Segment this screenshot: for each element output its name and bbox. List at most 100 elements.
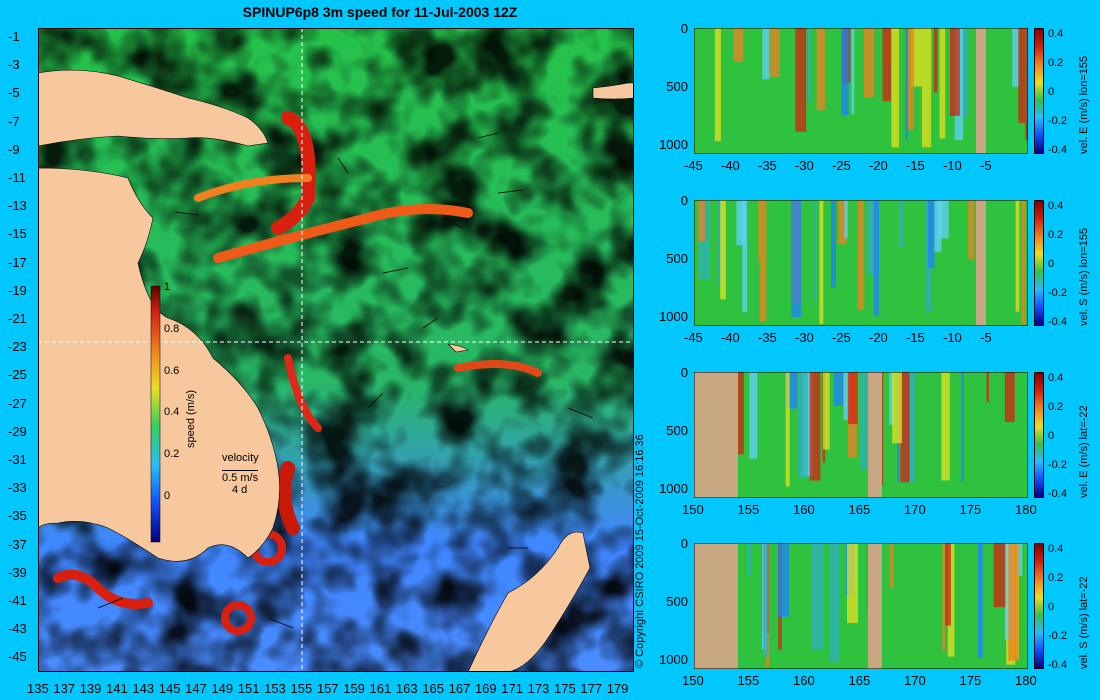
- velocity-stripe: [939, 28, 946, 139]
- panel-colorbar-tick: 0: [1048, 430, 1055, 442]
- velocity-stripe: [841, 28, 849, 116]
- panel-label: vel. S (m/s) lon=155: [1078, 227, 1090, 326]
- lon-tick-label: 179: [606, 681, 629, 696]
- section-x-tick-label: -10: [943, 158, 962, 173]
- section-x-tick-label: 165: [848, 673, 871, 688]
- land-mask: [976, 200, 986, 326]
- depth-tick-label: 1000: [659, 652, 688, 667]
- velocity-stripe: [749, 372, 758, 459]
- velocity-stripe: [759, 200, 767, 323]
- panel-colorbar-tick: -0.2: [1048, 630, 1067, 642]
- panel-colorbar-tick: 0: [1048, 601, 1055, 613]
- velocity-vectors: [97, 132, 594, 629]
- section-x-tick-label: -20: [869, 330, 888, 345]
- velocity-stripe: [945, 543, 951, 626]
- lon-tick-label: 173: [527, 681, 550, 696]
- depth-tick-label: 0: [680, 193, 688, 208]
- panel-colorbar: [1034, 200, 1044, 326]
- depth-tick-label: 1000: [659, 137, 688, 152]
- velocity-key-speed: 0.5 m/s: [222, 472, 259, 484]
- velocity-stripe: [747, 543, 751, 576]
- section-x-tick-label: -45: [684, 158, 703, 173]
- section-x-tick-label: -40: [721, 158, 740, 173]
- velocity-stripe: [873, 200, 879, 316]
- velocity-stripe: [791, 200, 802, 317]
- lat-tick-label: -31: [8, 452, 27, 467]
- section-x-tick-label: 165: [848, 502, 871, 517]
- lon-tick-label: 177: [580, 681, 603, 696]
- velocity-stripe: [949, 28, 960, 116]
- panel-colorbar: [1034, 372, 1044, 498]
- velocity-stripe: [819, 200, 824, 324]
- boundary-current: [53, 111, 542, 635]
- velocity-stripe: [795, 28, 807, 132]
- panel-label: vel. E (m/s) lon=155: [1078, 55, 1090, 154]
- velocity-stripe: [898, 200, 904, 248]
- depth-tick-label: 0: [680, 21, 688, 36]
- speed-colorbar-tick: 0.2: [164, 448, 180, 461]
- velocity-stripe: [961, 372, 964, 483]
- velocity-stripe: [857, 200, 865, 311]
- speed-map: [38, 28, 634, 672]
- panel-colorbar-tick: 0.4: [1048, 372, 1064, 384]
- depth-tick-label: 500: [666, 594, 688, 609]
- velocity-stripe: [814, 200, 817, 301]
- lat-tick-label: -21: [8, 311, 27, 326]
- speed-colorbar-tick: 0.8: [164, 322, 180, 335]
- panel-colorbar-tick: 0.2: [1048, 401, 1064, 413]
- lat-tick-label: -13: [8, 198, 27, 214]
- panel-colorbar-tick: -0.4: [1048, 488, 1067, 500]
- panel-colorbar-tick: -0.4: [1048, 659, 1067, 671]
- lon-tick-label: 137: [53, 681, 76, 696]
- panel-colorbar-tick: 0.4: [1048, 543, 1064, 555]
- lon-tick-label: 145: [158, 681, 181, 696]
- velocity-stripe: [942, 543, 946, 652]
- section-x-tick-label: -30: [795, 158, 814, 173]
- map-frame: [38, 28, 634, 672]
- speed-colorbar-tick: 0.4: [164, 406, 180, 419]
- lon-tick-label: 167: [448, 681, 471, 696]
- velocity-stripe: [785, 372, 798, 409]
- velocity-stripe: [1018, 543, 1023, 577]
- panel-colorbar-tick: 0: [1048, 86, 1055, 98]
- lon-tick-label: 141: [106, 681, 128, 696]
- velocity-stripe: [928, 200, 935, 269]
- lon-tick-label: 175: [554, 681, 576, 696]
- velocity-stripe: [822, 372, 830, 450]
- velocity-stripe: [863, 28, 875, 98]
- lon-tick-label: 147: [185, 681, 207, 696]
- section-panel-3: [694, 372, 1028, 498]
- plot-title: SPINUP6p8 3m speed for 11-Jul-2003 12Z: [242, 4, 518, 20]
- velocity-stripe: [905, 372, 916, 483]
- land-mask: [694, 543, 738, 669]
- depth-tick-label: 500: [666, 79, 688, 94]
- velocity-stripe: [933, 200, 942, 252]
- lat-tick-label: -45: [8, 649, 27, 665]
- section-x-tick-label: 150: [682, 673, 704, 688]
- velocity-stripe: [1021, 200, 1026, 325]
- fiji: [592, 82, 634, 100]
- section-x-tick-label: -30: [795, 330, 814, 345]
- section-x-tick-label: -35: [758, 330, 777, 345]
- panel-colorbar-tick: -0.4: [1048, 144, 1067, 156]
- speed-colorbar: [150, 285, 161, 543]
- velocity-stripe: [962, 28, 968, 118]
- section-x-tick-label: 180: [1015, 673, 1037, 688]
- lat-tick-label: -11: [8, 170, 26, 185]
- land-mask: [868, 543, 882, 669]
- velocity-key: velocity 0.5 m/s 4 d: [222, 452, 259, 496]
- velocity-stripe: [811, 543, 823, 650]
- lat-tick-label: -7: [8, 113, 20, 129]
- velocity-stripe: [993, 543, 1006, 608]
- velocity-stripe: [889, 543, 894, 588]
- lon-tick-label: 151: [237, 681, 260, 696]
- lat-tick-label: -9: [8, 141, 20, 157]
- velocity-stripe: [785, 372, 790, 487]
- lat-tick-label: -1: [8, 29, 20, 44]
- velocity-stripe: [698, 200, 705, 242]
- section-x-tick-label: -40: [721, 330, 740, 345]
- panel-colorbar-tick: 0.4: [1048, 200, 1064, 212]
- panel-colorbar-tick: -0.2: [1048, 115, 1067, 127]
- section-panel-1: [694, 28, 1028, 154]
- velocity-stripe: [742, 200, 748, 313]
